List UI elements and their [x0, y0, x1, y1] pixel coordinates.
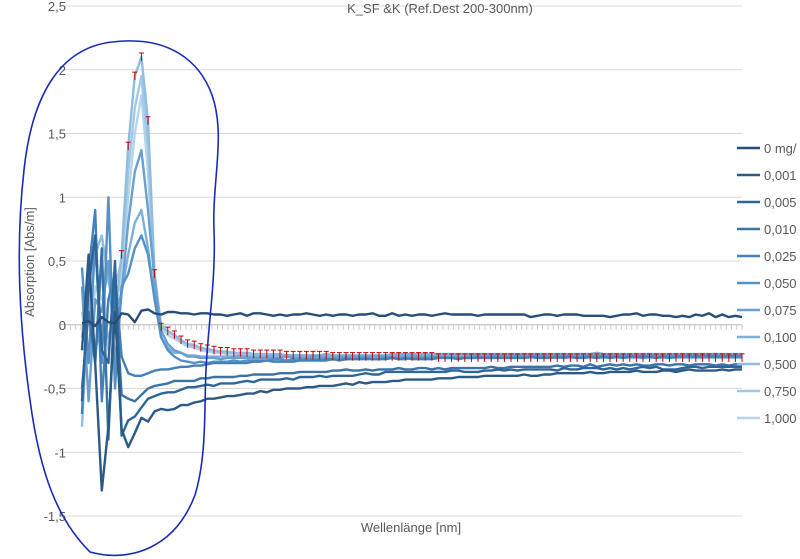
legend-label-2: 0,005 — [764, 195, 797, 210]
chart-title: K_SF &K (Ref.Dest 200-300nm) — [347, 1, 533, 16]
y-tick-label: 1,5 — [48, 127, 66, 142]
legend-label-1: 0,001 — [764, 168, 797, 183]
series-lines — [80, 55, 743, 492]
series-line-1 — [80, 253, 742, 492]
y-tick-label: 0 — [59, 318, 66, 333]
y-tick-label: 2,5 — [48, 0, 66, 14]
legend-label-5: 0,050 — [764, 276, 797, 291]
series-line-0 — [81, 308, 743, 328]
series-line-2 — [80, 234, 742, 437]
y-tick-labels: 2,521,510,50-0,5-1-1,5 — [44, 0, 66, 524]
y-tick-label: -1 — [54, 445, 66, 460]
legend: 0 mg/0,001 0,005 0,010 0,025 0,050 0,075 0,100… — [737, 141, 797, 426]
legend-label-9: 0,750 — [764, 384, 797, 399]
y-tick-label: 2 — [59, 63, 66, 78]
x-axis — [59, 324, 743, 330]
error-bars — [119, 52, 745, 362]
series-line-10 — [80, 94, 742, 365]
y-tick-label: 1 — [59, 190, 66, 205]
hand-drawn-annotation-outline — [18, 40, 220, 557]
legend-label-0: 0 mg/ — [764, 141, 797, 156]
series-line-4 — [80, 208, 742, 415]
legend-label-4: 0,025 — [764, 249, 797, 264]
y-tick-label: -0,5 — [44, 382, 66, 397]
y-axis-title: Absorption [Abs/m] — [22, 207, 37, 317]
series-line-6 — [80, 148, 742, 403]
series-line-3 — [80, 247, 742, 441]
y-tick-label: 0,5 — [48, 254, 66, 269]
legend-label-3: 0,010 — [764, 222, 797, 237]
legend-label-10: 1,000 — [764, 411, 797, 426]
x-axis-title: Wellenlänge [nm] — [361, 520, 461, 535]
legend-label-8: 0,500 — [764, 357, 797, 372]
legend-label-6: 0,075 — [764, 303, 797, 318]
series-line-9 — [80, 74, 742, 365]
legend-label-7: 0,100 — [764, 330, 797, 345]
gridlines — [60, 5, 742, 517]
